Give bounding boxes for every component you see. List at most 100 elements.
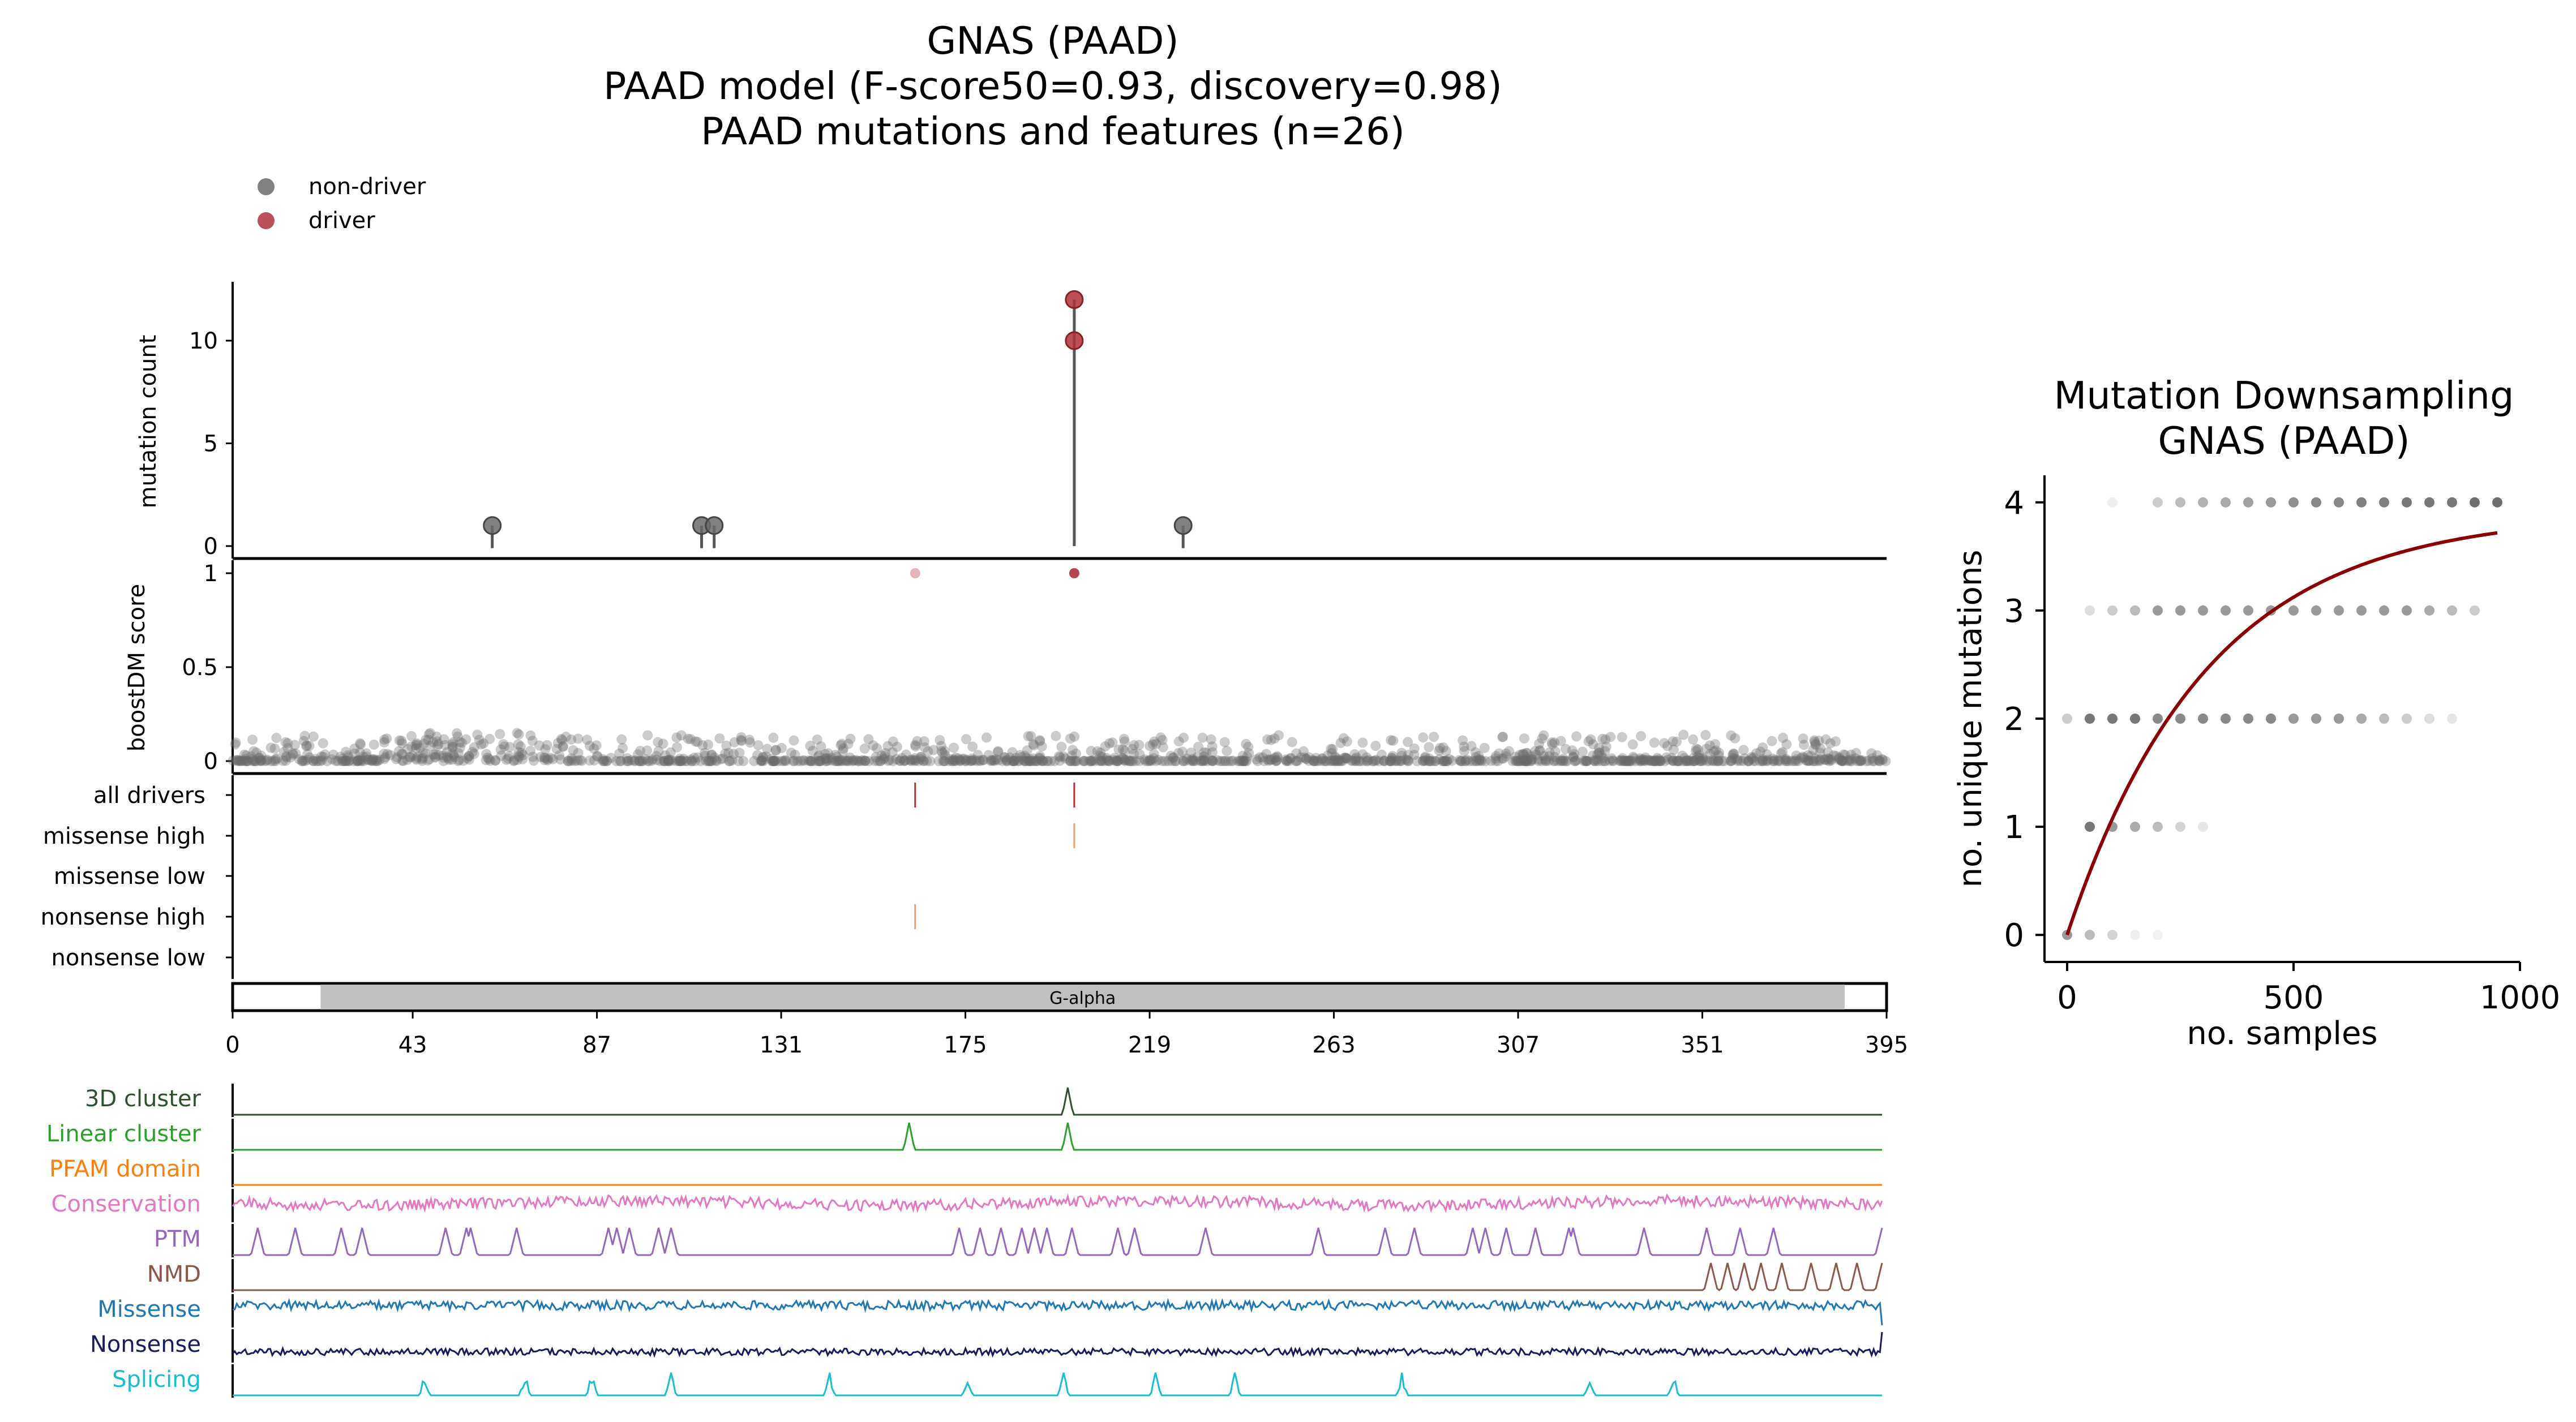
boostdm-score-point xyxy=(1569,755,1580,766)
boostdm-score-point xyxy=(1217,756,1228,766)
boostdm-score-point xyxy=(1549,755,1559,766)
boostdm-score-point xyxy=(1711,745,1721,756)
boostdm-score-point xyxy=(1028,753,1039,764)
boostdm-score-point xyxy=(1556,755,1567,766)
boostdm-score-point xyxy=(993,746,1004,757)
boostdm-score-point xyxy=(1151,738,1161,749)
boostdm-score-point xyxy=(1168,752,1179,763)
boostdm-score-point xyxy=(978,755,989,766)
boostdm-score-point xyxy=(1455,756,1466,766)
boostdm-score-point xyxy=(1808,756,1819,766)
downsampling-point xyxy=(2379,605,2389,616)
boostdm-score-point xyxy=(892,741,903,752)
boostdm-score-point xyxy=(872,755,883,766)
boostdm-score-point xyxy=(374,754,385,765)
boostdm-score-point xyxy=(919,742,930,753)
boostdm-score-point xyxy=(972,750,983,761)
boostdm-score-point xyxy=(1199,751,1210,762)
boostdm-score-point xyxy=(660,750,671,761)
downsampling-point xyxy=(2447,605,2457,616)
boostdm-score-point xyxy=(1254,752,1265,763)
boostdm-score-point xyxy=(1674,755,1685,766)
boostdm-score-point xyxy=(1625,755,1636,766)
boostdm-score-point xyxy=(228,755,238,766)
boostdm-score-point xyxy=(1438,742,1448,753)
boostdm-score-point xyxy=(879,751,890,762)
boostdm-score-point xyxy=(1819,754,1830,764)
boostdm-score-point xyxy=(394,735,405,746)
boostdm-score-point xyxy=(655,755,666,766)
boostdm-score-point xyxy=(1330,756,1341,766)
boostdm-score-point xyxy=(1322,750,1333,761)
boostdm-score-point xyxy=(884,755,895,766)
boostdm-score-point xyxy=(687,756,697,766)
boostdm-score-point xyxy=(1534,738,1545,749)
boostdm-score-point xyxy=(241,755,251,766)
boostdm-score-point xyxy=(514,751,525,762)
boostdm-score-point xyxy=(1060,753,1070,764)
boostdm-score-point xyxy=(1238,755,1249,766)
boostdm-score-point xyxy=(949,742,959,753)
boostdm-score-point xyxy=(704,755,715,766)
boostdm-score-point xyxy=(1402,755,1413,766)
boostdm-score-point xyxy=(508,755,519,766)
boostdm-score-point xyxy=(736,732,747,742)
boostdm-score-point xyxy=(362,755,373,766)
boostdm-score-point xyxy=(515,741,526,752)
boostdm-score-point xyxy=(789,755,800,766)
boostdm-score-point xyxy=(230,755,241,766)
boostdm-score-point xyxy=(1010,755,1021,766)
boostdm-score-point xyxy=(412,740,423,750)
boostdm-score-point xyxy=(1651,755,1662,766)
boostdm-score-point xyxy=(411,753,422,764)
boostdm-score-point xyxy=(1535,745,1545,756)
boostdm-score-point xyxy=(355,747,366,758)
downsampling-point xyxy=(2130,822,2140,832)
boostdm-score-point xyxy=(300,756,311,766)
boostdm-score-point xyxy=(539,755,550,766)
boostdm-score-point xyxy=(1838,749,1849,760)
boostdm-score-point xyxy=(430,751,441,762)
boostdm-score-point xyxy=(1616,755,1627,766)
downsampling-point xyxy=(2107,497,2118,508)
boostdm-score-point xyxy=(753,740,764,751)
boostdm-score-point xyxy=(1313,755,1323,766)
boostdm-score-point xyxy=(1537,733,1548,744)
boostdm-score-point xyxy=(1071,748,1082,759)
boostdm-score-point xyxy=(1112,755,1122,766)
feature-line xyxy=(232,1298,1883,1326)
boostdm-score-point xyxy=(535,751,546,762)
boostdm-score-point xyxy=(1296,752,1306,763)
boostdm-score-point xyxy=(454,755,465,766)
boostdm-score-point xyxy=(913,755,924,766)
boostdm-score-point xyxy=(1334,754,1344,765)
boostdm-score-point xyxy=(1113,744,1124,755)
boostdm-score-point xyxy=(1838,755,1849,766)
boostdm-score-point xyxy=(567,755,577,766)
boostdm-score-point xyxy=(703,740,714,750)
boostdm-score-point xyxy=(1263,754,1274,765)
boostdm-score-point xyxy=(443,753,453,764)
downsampling-point xyxy=(2085,605,2095,616)
boostdm-score-point xyxy=(516,747,527,758)
boostdm-score-point xyxy=(1802,755,1812,766)
boostdm-score-point xyxy=(1429,755,1440,766)
boostdm-score-point xyxy=(428,749,439,760)
boostdm-score-point xyxy=(1614,755,1625,766)
boostdm-score-point xyxy=(833,755,843,766)
boostdm-score-point xyxy=(1400,754,1411,765)
feature-label: Nonsense xyxy=(90,1331,201,1357)
downsampling-point xyxy=(2288,497,2299,508)
boostdm-score-point xyxy=(1317,753,1327,764)
boostdm-score-point xyxy=(1236,755,1247,766)
boostdm-score-point xyxy=(371,756,382,766)
boostdm-score-point xyxy=(685,754,696,765)
boostdm-score-point xyxy=(1743,755,1754,766)
boostdm-score-point xyxy=(1704,755,1715,766)
boostdm-score-point xyxy=(1624,755,1635,766)
downsampling-title-2: GNAS (PAAD) xyxy=(2158,419,2410,463)
boostdm-score-point xyxy=(1844,755,1854,766)
boostdm-score-point xyxy=(1020,755,1031,766)
boostdm-score-point xyxy=(1370,741,1381,751)
